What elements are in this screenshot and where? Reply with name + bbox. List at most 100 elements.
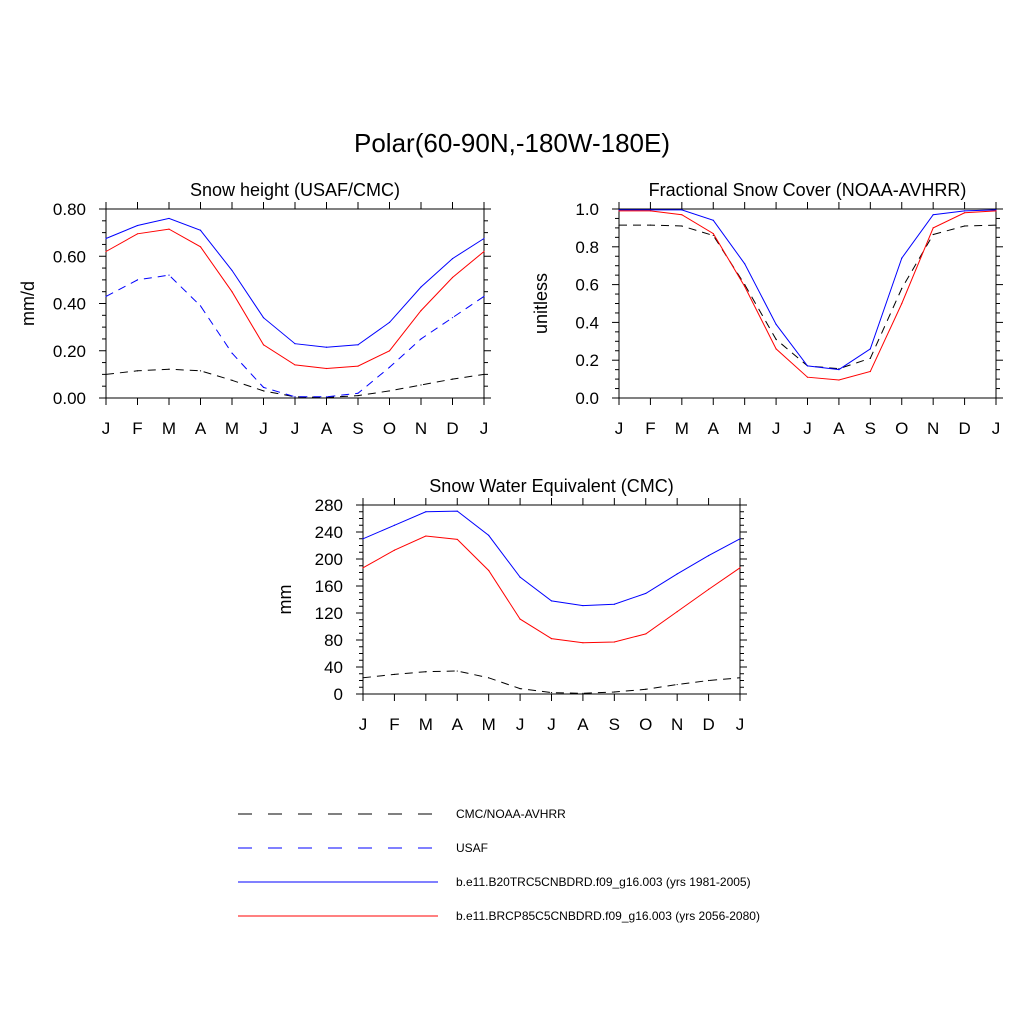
data-point xyxy=(707,679,710,682)
x-tick-label: M xyxy=(225,419,239,438)
data-point xyxy=(676,683,678,686)
y-tick-label: 40 xyxy=(324,658,343,677)
data-point xyxy=(744,284,746,286)
data-point xyxy=(105,373,107,375)
data-point xyxy=(932,214,934,216)
data-point xyxy=(425,535,427,537)
x-tick-label: M xyxy=(419,715,433,734)
data-point xyxy=(901,302,903,305)
data-point xyxy=(995,210,997,212)
data-point xyxy=(136,279,139,281)
data-point xyxy=(869,370,871,373)
x-tick-label: D xyxy=(446,419,458,438)
x-tick-label: S xyxy=(352,419,363,438)
legend-label: b.e11.B20TRC5CNBDRD.f09_g16.003 (yrs 198… xyxy=(456,875,751,889)
series-line xyxy=(619,209,997,371)
x-tick-label: J xyxy=(992,419,1001,438)
data-point xyxy=(649,210,652,212)
plot-frame xyxy=(618,208,997,399)
data-point xyxy=(357,344,359,346)
data-point xyxy=(488,569,490,572)
data-point xyxy=(519,618,521,620)
data-point xyxy=(806,365,809,367)
data-point xyxy=(838,369,840,371)
data-point xyxy=(681,225,683,227)
y-tick-label: 0 xyxy=(334,685,343,704)
x-tick-label: J xyxy=(736,715,745,734)
data-point xyxy=(362,567,364,569)
x-tick-label: S xyxy=(609,715,620,734)
data-point xyxy=(963,210,966,212)
data-point xyxy=(294,343,296,345)
data-point xyxy=(618,209,620,211)
data-point xyxy=(136,370,139,372)
data-point xyxy=(262,390,265,392)
data-point xyxy=(712,234,714,237)
data-point xyxy=(362,677,364,679)
data-point xyxy=(325,367,328,370)
x-tick-label: J xyxy=(547,715,556,734)
x-tick-label: J xyxy=(259,419,268,438)
data-point xyxy=(995,209,997,211)
data-point xyxy=(199,229,202,231)
x-tick-label: O xyxy=(639,715,652,734)
data-point xyxy=(550,692,553,694)
data-point xyxy=(231,379,233,381)
data-point xyxy=(613,603,615,605)
data-point xyxy=(451,317,454,319)
data-point xyxy=(645,633,647,635)
x-tick-label: M xyxy=(162,419,176,438)
legend-label: CMC/NOAA-AVHRR xyxy=(456,807,566,821)
data-point xyxy=(838,379,840,381)
panel-snow-water-equivalent: Snow Water Equivalent (CMC) mm 0 40 80 120 160… xyxy=(275,476,747,734)
legend-label: USAF xyxy=(456,841,488,855)
data-point xyxy=(963,212,966,214)
y-tick-label: 0.00 xyxy=(53,389,86,408)
y-axis-label: mm/d xyxy=(18,281,38,326)
series-line xyxy=(105,228,485,370)
x-tick-label: J xyxy=(615,419,624,438)
data-point xyxy=(199,246,202,248)
data-point xyxy=(932,233,934,236)
data-point xyxy=(618,224,620,226)
data-point xyxy=(388,390,391,392)
data-point xyxy=(357,365,359,367)
y-tick-label: 280 xyxy=(315,496,343,515)
data-point xyxy=(676,573,678,575)
data-point xyxy=(451,276,454,279)
x-tick-label: A xyxy=(452,715,464,734)
data-point xyxy=(425,671,427,673)
x-tick-label: S xyxy=(865,419,876,438)
data-point xyxy=(420,338,422,340)
panel-title: Snow height (USAF/CMC) xyxy=(190,180,400,200)
x-tick-label: J xyxy=(291,419,300,438)
data-point xyxy=(483,250,485,253)
data-point xyxy=(681,209,683,211)
data-point xyxy=(105,250,107,253)
x-tick-label: F xyxy=(132,419,142,438)
y-axis-label: mm xyxy=(275,585,295,615)
data-point xyxy=(136,233,139,235)
data-point xyxy=(483,237,485,240)
legend-label: b.e11.BRCP85C5CNBDRD.f09_g16.003 (yrs 20… xyxy=(456,909,760,923)
data-point xyxy=(613,691,615,693)
data-point xyxy=(483,295,485,298)
x-tick-label: J xyxy=(516,715,525,734)
data-point xyxy=(294,364,296,366)
x-tick-label: A xyxy=(321,419,333,438)
data-point xyxy=(420,286,422,288)
data-point xyxy=(168,274,170,276)
y-tick-label: 120 xyxy=(315,604,343,623)
data-point xyxy=(357,392,359,394)
data-point xyxy=(739,677,741,679)
x-tick-label: J xyxy=(102,419,111,438)
series-line xyxy=(362,670,741,694)
x-tick-label: D xyxy=(702,715,714,734)
data-point xyxy=(456,510,458,512)
data-point xyxy=(388,366,391,368)
series-line xyxy=(619,224,997,370)
data-point xyxy=(613,641,615,643)
x-tick-label: N xyxy=(927,419,939,438)
data-point xyxy=(488,677,490,679)
